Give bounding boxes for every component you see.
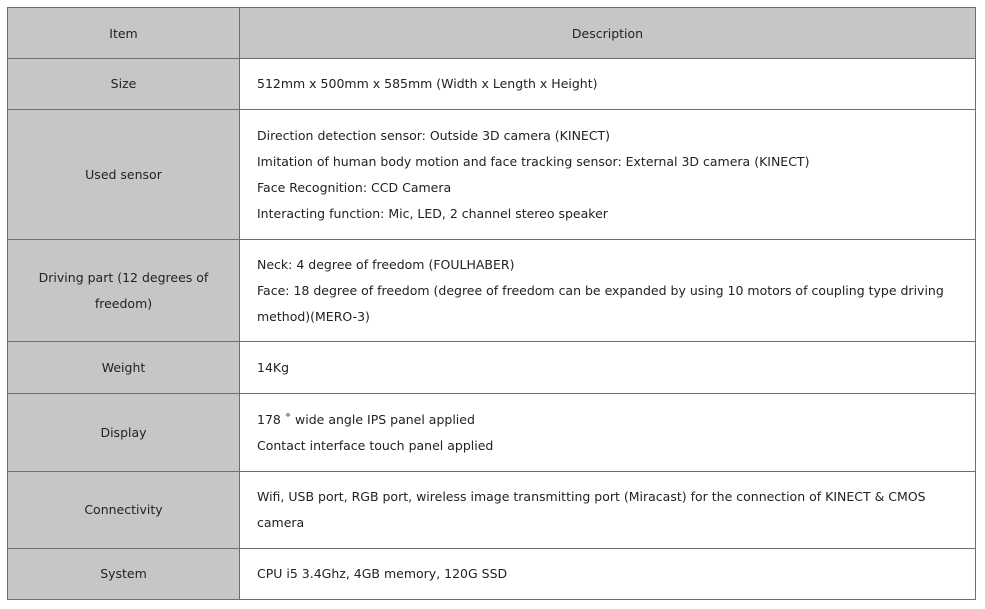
description-line: Direction detection sensor: Outside 3D c… (257, 127, 611, 143)
item-cell: Display (7, 393, 240, 472)
item-cell: Used sensor (7, 109, 240, 240)
description-line: Neck: 4 degree of freedom (FOULHABER) (257, 256, 515, 272)
item-cell: Size (7, 58, 240, 110)
spec-table: Item Description Size 512mm x 500mm x 585… (7, 7, 976, 600)
description-cell: 178 ˚ wide angle IPS panel applied Contac… (239, 393, 976, 472)
table-row: Driving part (12 degrees of freedom) Neck… (7, 239, 976, 342)
item-cell: Connectivity (7, 471, 240, 549)
table-row: Used sensor Direction detection sensor: O… (7, 109, 976, 240)
description-line: 178 ˚ wide angle IPS panel applied (257, 411, 475, 427)
description-line: Interacting function: Mic, LED, 2 channe… (257, 205, 608, 221)
description-cell: Neck: 4 degree of freedom (FOULHABER) Fac… (239, 239, 976, 342)
item-cell: Driving part (12 degrees of freedom) (7, 239, 240, 342)
description-line: Face Recognition: CCD Camera (257, 179, 452, 195)
description-line: Face: 18 degree of freedom (degree of fr… (257, 282, 944, 324)
header-row: Item Description (7, 7, 976, 59)
header-description: Description (239, 7, 976, 59)
description-line: 512mm x 500mm x 585mm (Width x Length x … (257, 76, 598, 91)
description-line: CPU i5 3.4Ghz, 4GB memory, 120G SSD (257, 566, 508, 581)
table-row: Connectivity Wifi, USB port, RGB port, wi… (7, 471, 976, 549)
item-cell: System (7, 548, 240, 600)
description-line: Imitation of human body motion and face … (257, 153, 810, 169)
description-line: Contact interface touch panel applied (257, 437, 494, 453)
description-cell: Direction detection sensor: Outside 3D c… (239, 109, 976, 240)
description-line: 14Kg (257, 359, 290, 375)
description-cell: 14Kg (239, 341, 976, 394)
table-row: Size 512mm x 500mm x 585mm (Width x Lengt… (7, 58, 976, 110)
item-cell: Weight (7, 341, 240, 394)
description-line: Wifi, USB port, RGB port, wireless image… (257, 489, 926, 530)
table-row: Display 178 ˚ wide angle IPS panel applie… (7, 393, 976, 472)
table-row: Weight 14Kg (7, 341, 976, 394)
description-cell: CPU i5 3.4Ghz, 4GB memory, 120G SSD (239, 548, 976, 600)
description-cell: 512mm x 500mm x 585mm (Width x Length x … (239, 58, 976, 110)
table-row: System CPU i5 3.4Ghz, 4GB memory, 120G SS… (7, 548, 976, 600)
description-cell: Wifi, USB port, RGB port, wireless image… (239, 471, 976, 549)
header-item: Item (7, 7, 240, 59)
